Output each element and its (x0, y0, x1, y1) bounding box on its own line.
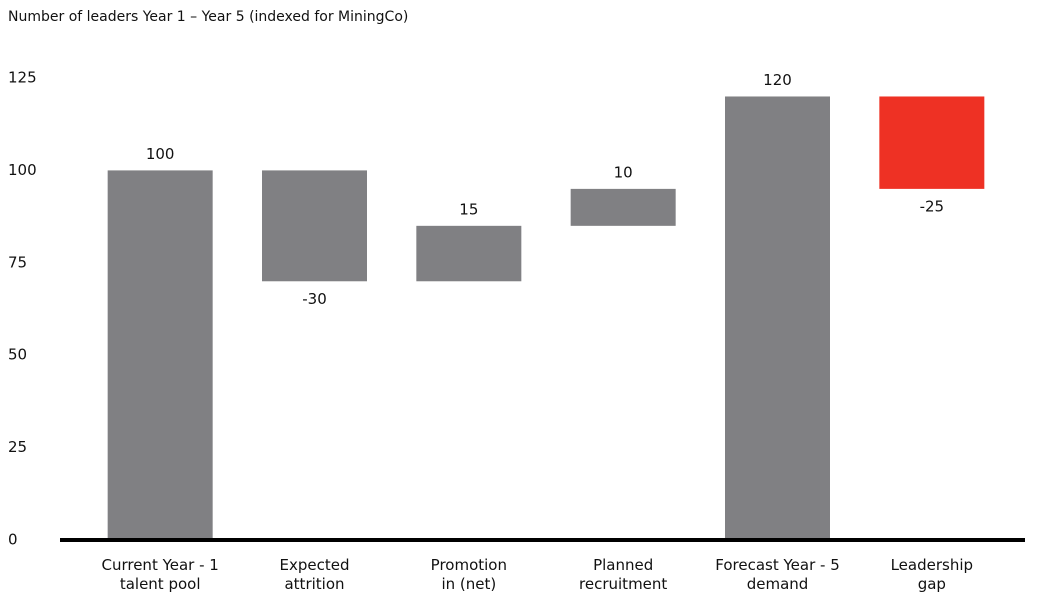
x-tick-line: Expected (280, 556, 350, 574)
x-tick-line: demand (747, 575, 809, 593)
bar (570, 188, 676, 226)
value-label: 100 (146, 145, 175, 163)
x-tick-line: talent pool (120, 575, 201, 593)
x-tick-label: Expected attrition (280, 556, 350, 593)
bar (879, 96, 985, 189)
value-label: -25 (920, 197, 945, 215)
x-tick-line: Current Year - 1 (101, 556, 218, 574)
value-label: 120 (763, 71, 792, 89)
value-label: -30 (302, 290, 327, 308)
x-tick-line: Forecast Year - 5 (715, 556, 840, 574)
bar (416, 225, 522, 282)
y-tick-label: 125 (8, 69, 37, 87)
y-tick-label: 0 (8, 531, 18, 549)
x-tick-line: gap (918, 575, 946, 593)
x-tick-line: Promotion (431, 556, 507, 574)
value-label: 15 (459, 200, 478, 218)
x-tick-label: Leadership gap (891, 556, 973, 593)
x-tick-line: in (net) (441, 575, 496, 593)
chart-title: Number of leaders Year 1 – Year 5 (index… (8, 9, 408, 25)
value-label: 10 (614, 163, 633, 181)
y-tick-label: 50 (8, 346, 27, 364)
bar (107, 170, 213, 540)
x-tick-line: attrition (284, 575, 344, 593)
y-tick-label: 25 (8, 438, 27, 456)
x-tick-label: Current Year - 1 talent pool (101, 556, 218, 593)
x-tick-label: Forecast Year - 5 demand (715, 556, 840, 593)
x-tick-line: Leadership (891, 556, 973, 574)
x-tick-line: Planned (593, 556, 653, 574)
bar (725, 96, 830, 540)
bar (262, 170, 367, 282)
y-tick-label: 75 (8, 253, 27, 271)
y-tick-label: 100 (8, 161, 37, 179)
x-tick-label: Planned recruitment (579, 556, 667, 593)
x-tick-label: Promotion in (net) (431, 556, 507, 593)
x-tick-line: recruitment (579, 575, 667, 593)
